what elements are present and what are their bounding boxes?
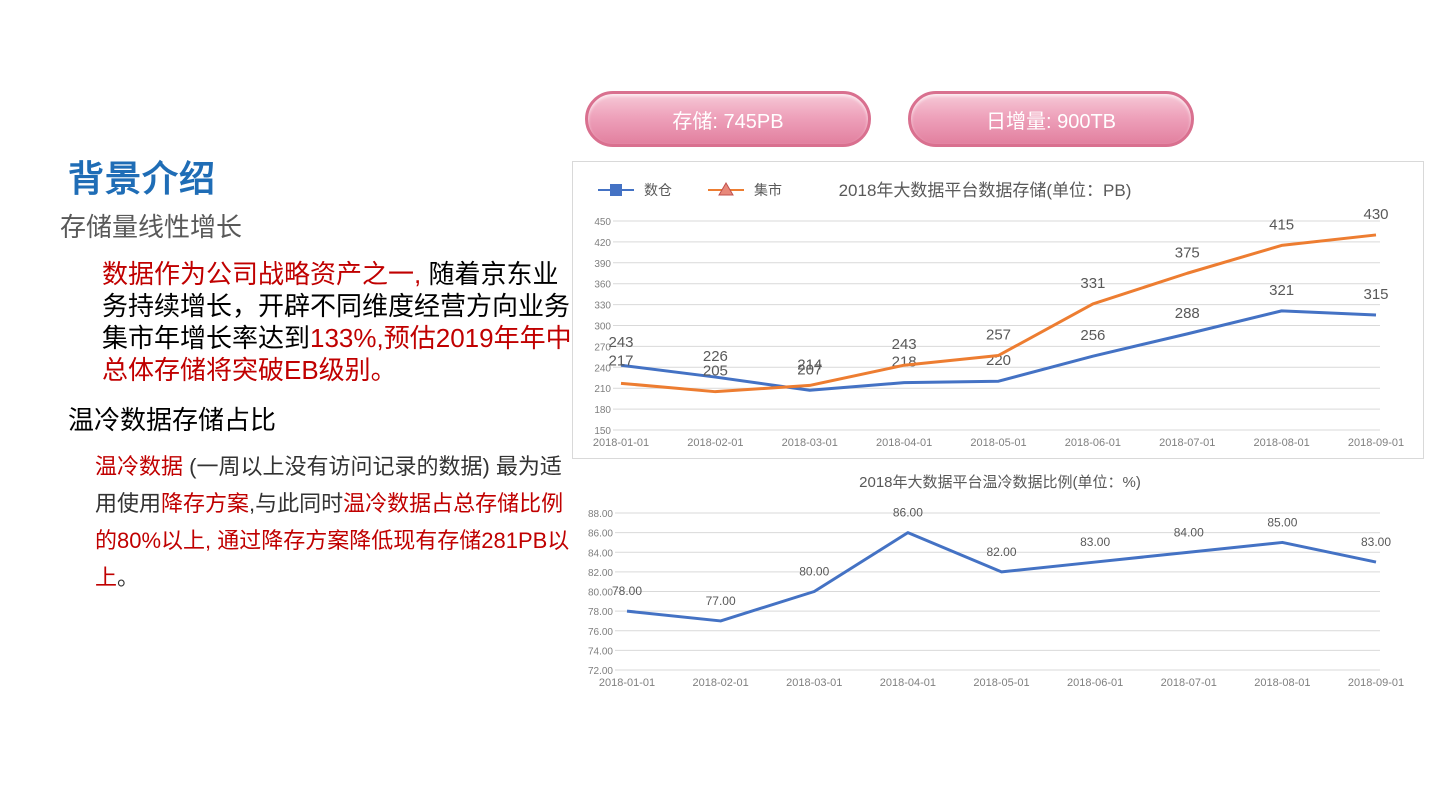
data-label: 207 bbox=[797, 361, 822, 378]
data-label: 83.00 bbox=[1080, 535, 1110, 549]
x-tick-label: 2018-01-01 bbox=[593, 437, 649, 449]
x-tick-label: 2018-08-01 bbox=[1254, 677, 1310, 689]
data-label: 82.00 bbox=[986, 545, 1016, 559]
storage-line-chart: 150 180 210 240 270 300 330 360 390 420 450 2018-01… bbox=[593, 181, 1404, 449]
legend-label: 集市 bbox=[754, 182, 782, 198]
y-tick-label: 78.00 bbox=[588, 607, 613, 618]
y-tick-label: 76.00 bbox=[588, 627, 613, 638]
data-label: 288 bbox=[1175, 305, 1200, 322]
y-tick-label: 86.00 bbox=[588, 529, 613, 540]
storage-badge: 存储: 745PB bbox=[585, 91, 871, 147]
x-tick-label: 2018-05-01 bbox=[970, 437, 1026, 449]
x-tick-label: 2018-07-01 bbox=[1159, 437, 1215, 449]
chart-title: 2018年大数据平台温冷数据比例(单位：%) bbox=[859, 474, 1141, 491]
y-tick-label: 72.00 bbox=[588, 666, 613, 677]
y-tick-label: 360 bbox=[594, 280, 611, 291]
cold-data-heading: 温冷数据存储占比 bbox=[68, 405, 277, 435]
data-label: 78.00 bbox=[612, 584, 642, 598]
x-tick-label: 2018-02-01 bbox=[687, 437, 743, 449]
y-tick-label: 240 bbox=[594, 363, 611, 374]
cold-data-paragraph: 温冷数据 (一周以上没有访问记录的数据) 最为适用使用降存方案,与此同时温冷数据… bbox=[95, 448, 575, 596]
daily-increase-badge: 日增量: 900TB bbox=[908, 91, 1194, 147]
legend-square-marker bbox=[610, 184, 622, 196]
data-label: 205 bbox=[703, 363, 728, 380]
x-tick-label: 2018-01-01 bbox=[599, 677, 655, 689]
x-tick-label: 2018-09-01 bbox=[1348, 677, 1404, 689]
data-label: 243 bbox=[608, 334, 633, 351]
cold-data-paragraph-segment: ,与此同时 bbox=[249, 491, 344, 516]
cold-data-paragraph-segment: (一周以上没有访问记录的数据) 最为适用使用 bbox=[95, 454, 562, 516]
data-label: 321 bbox=[1269, 282, 1294, 299]
x-tick-label: 2018-07-01 bbox=[1161, 677, 1217, 689]
series-line bbox=[620, 309, 1377, 392]
data-label: 85.00 bbox=[1267, 515, 1297, 529]
cold-data-paragraph-segment: 。 bbox=[117, 565, 140, 590]
x-tick-label: 2018-04-01 bbox=[880, 677, 936, 689]
y-tick-label: 150 bbox=[594, 426, 611, 437]
data-label: 375 bbox=[1175, 244, 1200, 261]
y-tick-label: 390 bbox=[594, 259, 611, 270]
x-tick-label: 2018-02-01 bbox=[692, 677, 748, 689]
data-label: 315 bbox=[1363, 286, 1388, 303]
data-label: 226 bbox=[703, 348, 728, 365]
series-line bbox=[626, 531, 1377, 623]
legend-label: 数仓 bbox=[644, 182, 672, 198]
x-tick-label: 2018-08-01 bbox=[1253, 437, 1309, 449]
data-label: 83.00 bbox=[1361, 535, 1391, 549]
x-tick-label: 2018-03-01 bbox=[782, 437, 838, 449]
x-tick-label: 2018-05-01 bbox=[973, 677, 1029, 689]
x-tick-label: 2018-03-01 bbox=[786, 677, 842, 689]
y-tick-label: 450 bbox=[594, 217, 611, 228]
y-tick-label: 82.00 bbox=[588, 568, 613, 579]
data-label: 80.00 bbox=[799, 565, 829, 579]
legend-triangle-marker bbox=[718, 182, 734, 196]
y-tick-label: 84.00 bbox=[588, 548, 613, 559]
data-label: 415 bbox=[1269, 216, 1294, 233]
data-label: 243 bbox=[892, 336, 917, 353]
data-label: 217 bbox=[608, 352, 633, 369]
growth-paragraph-segment: 133%,预估2019年年中总体存储将突破EB级别。 bbox=[102, 323, 572, 385]
growth-paragraph-segment: 数据作为公司战略资产之一, bbox=[102, 259, 422, 289]
y-tick-label: 420 bbox=[594, 238, 611, 249]
cold-data-paragraph-segment: 温冷数据占总存储比例的80%以上, 通过降存方案降低现有存储281PB以上 bbox=[95, 491, 570, 590]
x-tick-label: 2018-06-01 bbox=[1067, 677, 1123, 689]
chart-title: 2018年大数据平台数据存储(单位：PB) bbox=[839, 181, 1132, 200]
data-label: 214 bbox=[797, 356, 822, 373]
x-tick-label: 2018-06-01 bbox=[1065, 437, 1121, 449]
y-tick-label: 330 bbox=[594, 301, 611, 312]
section-title: 背景介绍 bbox=[68, 158, 217, 199]
data-label: 430 bbox=[1363, 206, 1388, 223]
x-tick-label: 2018-04-01 bbox=[876, 437, 932, 449]
growth-paragraph: 数据作为公司战略资产之一, 随着京东业务持续增长，开辟不同维度经营方向业务集市年… bbox=[102, 258, 572, 386]
y-tick-label: 210 bbox=[594, 384, 611, 395]
data-label: 86.00 bbox=[893, 506, 923, 520]
x-tick-label: 2018-09-01 bbox=[1348, 437, 1404, 449]
data-label: 331 bbox=[1080, 275, 1105, 292]
cold-data-paragraph-segment: 降存方案 bbox=[161, 491, 250, 516]
data-label: 256 bbox=[1080, 327, 1105, 344]
y-tick-label: 80.00 bbox=[588, 588, 613, 599]
data-label: 84.00 bbox=[1174, 525, 1204, 539]
cold-data-paragraph-segment: 温冷数据 bbox=[95, 454, 184, 479]
section-subtitle: 存储量线性增长 bbox=[60, 212, 243, 242]
series-line bbox=[620, 233, 1377, 394]
cold-data-ratio-chart: 72.0074.0076.0078.0080.0082.0084.0086.00… bbox=[588, 474, 1404, 689]
y-tick-label: 270 bbox=[594, 342, 611, 353]
y-tick-label: 74.00 bbox=[588, 646, 613, 657]
y-tick-label: 180 bbox=[594, 405, 611, 416]
data-label: 257 bbox=[986, 326, 1011, 343]
growth-paragraph-segment: 随着京东业务持续增长，开辟不同维度经营方向业务集市年增长率达到 bbox=[102, 259, 571, 353]
y-tick-label: 88.00 bbox=[588, 509, 613, 520]
data-label: 77.00 bbox=[706, 594, 736, 608]
y-tick-label: 300 bbox=[594, 322, 611, 333]
